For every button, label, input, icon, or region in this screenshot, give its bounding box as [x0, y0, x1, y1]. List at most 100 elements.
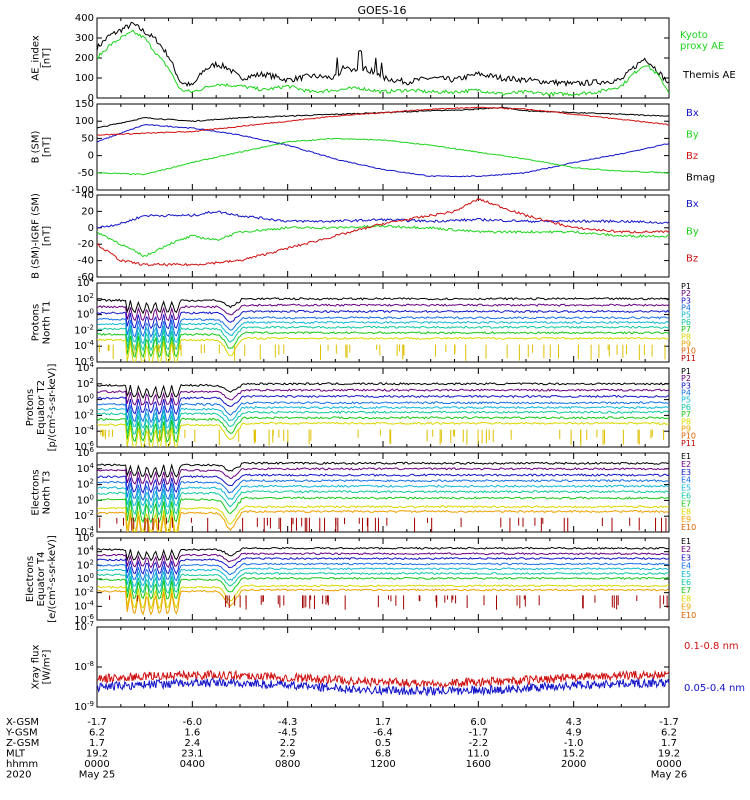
- legend-item: P10: [681, 432, 696, 441]
- plot-area: [97, 198, 669, 267]
- y-tick-label: 100: [77, 393, 94, 406]
- y-tick-label: 10-4: [74, 339, 94, 352]
- y-tick-label: 10-2: [74, 323, 94, 336]
- footer-value: 1.6: [184, 728, 200, 739]
- footer-value: 4.3: [566, 717, 582, 728]
- footer-value: 19.2: [86, 749, 108, 760]
- series-bx: [97, 210, 669, 229]
- legend-item: E5: [681, 484, 691, 493]
- series-bx: [97, 124, 669, 178]
- legend-item: Bx: [686, 199, 699, 210]
- y-tick-label: 10-9: [74, 700, 94, 713]
- legend-item: P3: [681, 381, 691, 390]
- y-axis-label: ProtonsNorth T1: [31, 301, 53, 345]
- legend-item: P11: [681, 439, 696, 448]
- series-bz: [97, 198, 669, 267]
- legend-item: P11: [681, 354, 696, 363]
- y-tick-label: 100: [75, 73, 94, 84]
- legend-item: P3: [681, 296, 691, 305]
- series-0-1-0-8-nm: [97, 669, 669, 689]
- flux-channel-2: [97, 303, 669, 322]
- footer-value: 2.9: [280, 749, 296, 760]
- footer-value: 19.2: [658, 749, 680, 760]
- y-axis-label: ElectronsEquator T4[e/(cm²-s-sr-keV)]: [25, 535, 58, 623]
- series-bmag: [97, 106, 669, 129]
- footer-value: May 26: [651, 770, 688, 781]
- legend-item: P7: [681, 325, 691, 334]
- footer-value: 1600: [466, 759, 491, 770]
- y-tick-label: -60: [78, 272, 94, 283]
- y-tick-label: 50: [81, 133, 94, 144]
- legend-item: P6: [681, 318, 691, 327]
- flux-channel-5: [97, 567, 669, 589]
- panel-ae: 0 100 200 300 400 AE_index[nT] Kyoto proxy AE Th…: [31, 13, 736, 104]
- footer-value: -4.5: [278, 728, 298, 739]
- y-tick-label: 104: [77, 276, 95, 289]
- y-tick-label: 400: [75, 13, 94, 24]
- flux-channel-4: [97, 479, 669, 502]
- series-by: [97, 137, 669, 176]
- legend-item: P5: [681, 396, 691, 405]
- legend-item: Bz: [686, 151, 698, 162]
- footer-value: -6.0: [183, 717, 203, 728]
- legend-item: E1: [681, 537, 691, 546]
- flux-channel-8: [97, 584, 669, 611]
- flux-channel-3: [97, 473, 669, 494]
- series-themis-ae: [97, 21, 669, 88]
- flux-channel-4: [97, 562, 669, 582]
- y-tick-label: 0: [88, 93, 94, 104]
- legend-item: E1: [681, 452, 691, 461]
- legend-item: P9: [681, 424, 691, 433]
- plot-area: [97, 21, 669, 98]
- y-tick-label: 104: [77, 361, 95, 374]
- y-tick-label: 10-7: [74, 620, 94, 633]
- legend-item: Bx: [686, 108, 699, 119]
- plot-area: [97, 461, 669, 532]
- legend-bigrf: Bx By Bz: [686, 199, 699, 265]
- flux-channel-4: [97, 316, 669, 338]
- flux-channel-1: [97, 297, 669, 315]
- footer-value: 0400: [180, 759, 205, 770]
- legend-item: P8: [681, 332, 691, 341]
- legend-item: E10: [681, 611, 696, 620]
- footer-value: 1.7: [89, 738, 105, 749]
- footer-value: 2.2: [280, 738, 296, 749]
- y-tick-label: 106: [77, 531, 95, 544]
- legend-item: P1: [681, 282, 691, 291]
- footer-value: -1.7: [87, 717, 107, 728]
- legend-item: P2: [681, 374, 691, 383]
- footer-value: 6.8: [375, 749, 391, 760]
- plot-area: [97, 106, 669, 178]
- y-tick-label: 100: [77, 572, 94, 585]
- y-tick-label: 100: [75, 116, 94, 127]
- legend-item: E6: [681, 578, 691, 587]
- legend-item: E2: [681, 545, 691, 554]
- legend-item: P1: [681, 367, 691, 376]
- flux-channel-5: [97, 320, 669, 345]
- legend-bsm: Bx By Bz Bmag: [686, 108, 715, 184]
- flux-channel-5: [97, 484, 669, 509]
- flux-channel-9: [97, 509, 669, 532]
- y-tick-label: 100: [77, 308, 94, 321]
- panel-bsm: -100 -50 0 50 100 150 B (SM)[nT] Bx By Bz Bmag: [31, 99, 716, 196]
- y-axis-label: AE_index[nT]: [31, 35, 53, 81]
- legend-item: P4: [681, 389, 691, 398]
- legend-item: E7: [681, 499, 691, 508]
- footer-value: 11.0: [467, 749, 489, 760]
- flux-channel-6: [97, 572, 669, 595]
- y-tick-label: 102: [77, 558, 94, 571]
- y-tick-label: 0: [88, 223, 94, 234]
- legend-themis: Themis AE: [682, 70, 736, 81]
- footer-value: 0000: [656, 759, 681, 770]
- flux-channel-5: [97, 405, 669, 430]
- y-tick-label: 10-4: [74, 599, 94, 612]
- flux-channel-2: [97, 467, 669, 486]
- flux-channel-7: [97, 416, 669, 444]
- y-tick-label: 102: [77, 377, 94, 390]
- legend-item: E10: [681, 523, 696, 532]
